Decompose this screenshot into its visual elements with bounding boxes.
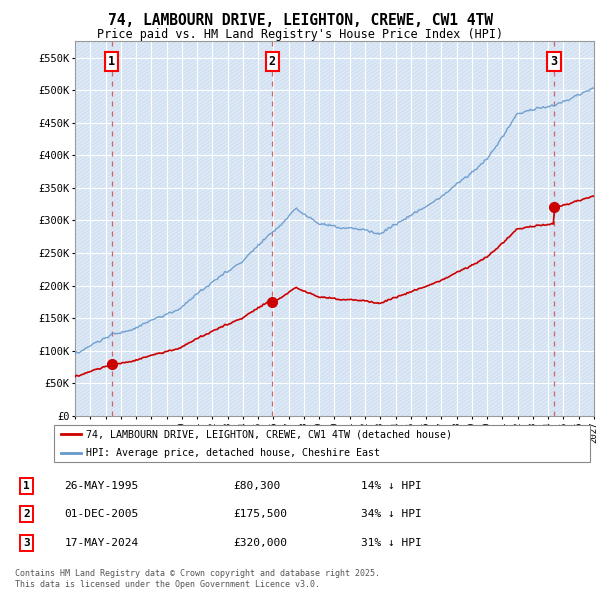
Text: 1: 1 [108, 55, 115, 68]
Text: £320,000: £320,000 [233, 537, 287, 548]
Text: 01-DEC-2005: 01-DEC-2005 [64, 509, 139, 519]
Text: £175,500: £175,500 [233, 509, 287, 519]
Text: HPI: Average price, detached house, Cheshire East: HPI: Average price, detached house, Ches… [86, 448, 380, 458]
Text: 2: 2 [23, 509, 30, 519]
FancyBboxPatch shape [54, 425, 590, 461]
Text: 1: 1 [23, 481, 30, 491]
Text: 3: 3 [23, 537, 30, 548]
Text: 14% ↓ HPI: 14% ↓ HPI [361, 481, 422, 491]
Text: 74, LAMBOURN DRIVE, LEIGHTON, CREWE, CW1 4TW (detached house): 74, LAMBOURN DRIVE, LEIGHTON, CREWE, CW1… [86, 430, 452, 440]
Text: 34% ↓ HPI: 34% ↓ HPI [361, 509, 422, 519]
Text: Contains HM Land Registry data © Crown copyright and database right 2025.
This d: Contains HM Land Registry data © Crown c… [15, 569, 380, 589]
Text: 17-MAY-2024: 17-MAY-2024 [64, 537, 139, 548]
Text: 2: 2 [269, 55, 276, 68]
Text: 3: 3 [550, 55, 557, 68]
Text: 26-MAY-1995: 26-MAY-1995 [64, 481, 139, 491]
Text: Price paid vs. HM Land Registry's House Price Index (HPI): Price paid vs. HM Land Registry's House … [97, 28, 503, 41]
Text: £80,300: £80,300 [233, 481, 280, 491]
Text: 74, LAMBOURN DRIVE, LEIGHTON, CREWE, CW1 4TW: 74, LAMBOURN DRIVE, LEIGHTON, CREWE, CW1… [107, 13, 493, 28]
Text: 31% ↓ HPI: 31% ↓ HPI [361, 537, 422, 548]
